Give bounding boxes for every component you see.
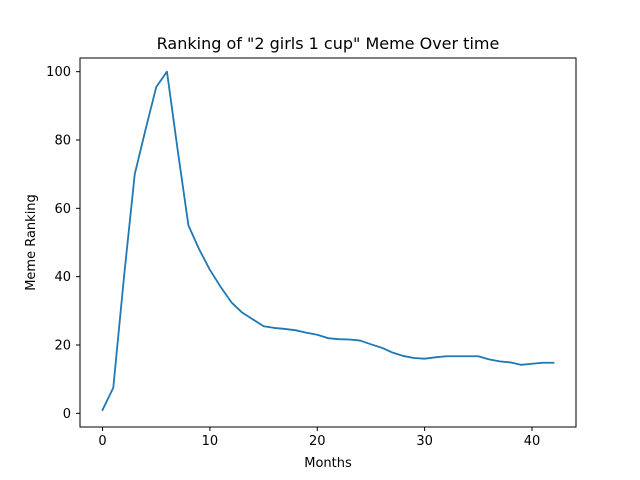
y-tick-label: 100: [46, 65, 71, 80]
x-tick-label: 20: [309, 434, 326, 449]
x-tick-label: 30: [416, 434, 433, 449]
y-tick-label: 40: [54, 270, 71, 285]
plot-frame: [79, 57, 577, 428]
y-tick-label: 80: [54, 134, 71, 149]
series-line: [101, 70, 555, 412]
x-tick-label: 10: [202, 434, 219, 449]
y-tick-label: 20: [54, 339, 71, 354]
axis-ticks: 0 10 20 30 40 0 20 40 60 80 100: [46, 65, 540, 449]
series-layer: [101, 70, 555, 412]
y-tick-label: 0: [63, 407, 71, 422]
y-axis-label: Meme Ranking: [24, 194, 39, 291]
x-axis-label: Months: [304, 456, 352, 471]
y-tick-label: 60: [54, 202, 71, 217]
x-tick-label: 40: [524, 434, 541, 449]
x-tick-label: 0: [98, 434, 106, 449]
chart-title: Ranking of "2 girls 1 cup" Meme Over tim…: [157, 34, 500, 53]
